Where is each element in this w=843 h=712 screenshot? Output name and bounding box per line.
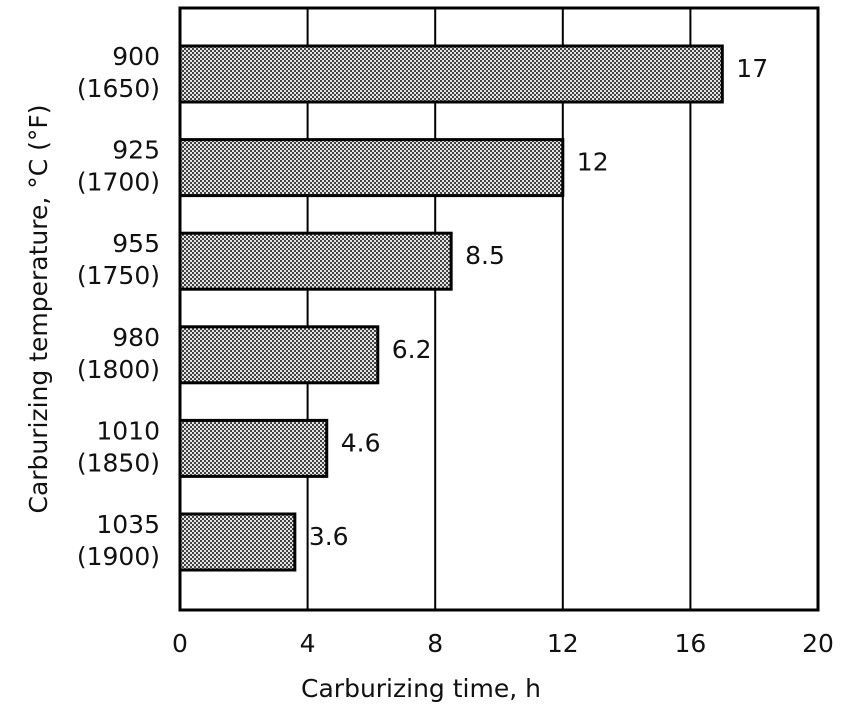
value-label: 8.5 <box>465 241 505 270</box>
x-tick-label: 0 <box>172 629 188 658</box>
y-tick-label: 980 (1800) <box>77 323 160 384</box>
y-tick-label: 1010 (1850) <box>77 416 160 477</box>
x-tick-label: 4 <box>300 629 316 658</box>
x-tick-label: 8 <box>427 629 443 658</box>
x-axis-label: Carburizing time, h <box>301 674 541 703</box>
y-tick-label: 925 (1700) <box>77 136 160 197</box>
bar <box>178 138 565 198</box>
x-tick-label: 16 <box>674 629 706 658</box>
y-axis-label: Carburizing temperature, °C (°F) <box>24 104 53 513</box>
x-tick-label: 12 <box>547 629 579 658</box>
plot-frame <box>178 6 820 612</box>
value-label: 4.6 <box>341 428 381 457</box>
value-label: 17 <box>736 54 768 83</box>
value-label: 6.2 <box>392 335 432 364</box>
y-tick-label: 955 (1750) <box>77 229 160 290</box>
bar <box>178 512 297 572</box>
bar <box>178 325 380 385</box>
y-tick-label: 1035 (1900) <box>77 510 160 571</box>
bar <box>178 231 453 291</box>
value-label: 3.6 <box>309 522 349 551</box>
value-label: 12 <box>577 148 609 177</box>
bar <box>178 44 724 104</box>
y-tick-label: 900 (1650) <box>77 42 160 103</box>
bar <box>178 418 329 478</box>
x-tick-label: 20 <box>802 629 834 658</box>
